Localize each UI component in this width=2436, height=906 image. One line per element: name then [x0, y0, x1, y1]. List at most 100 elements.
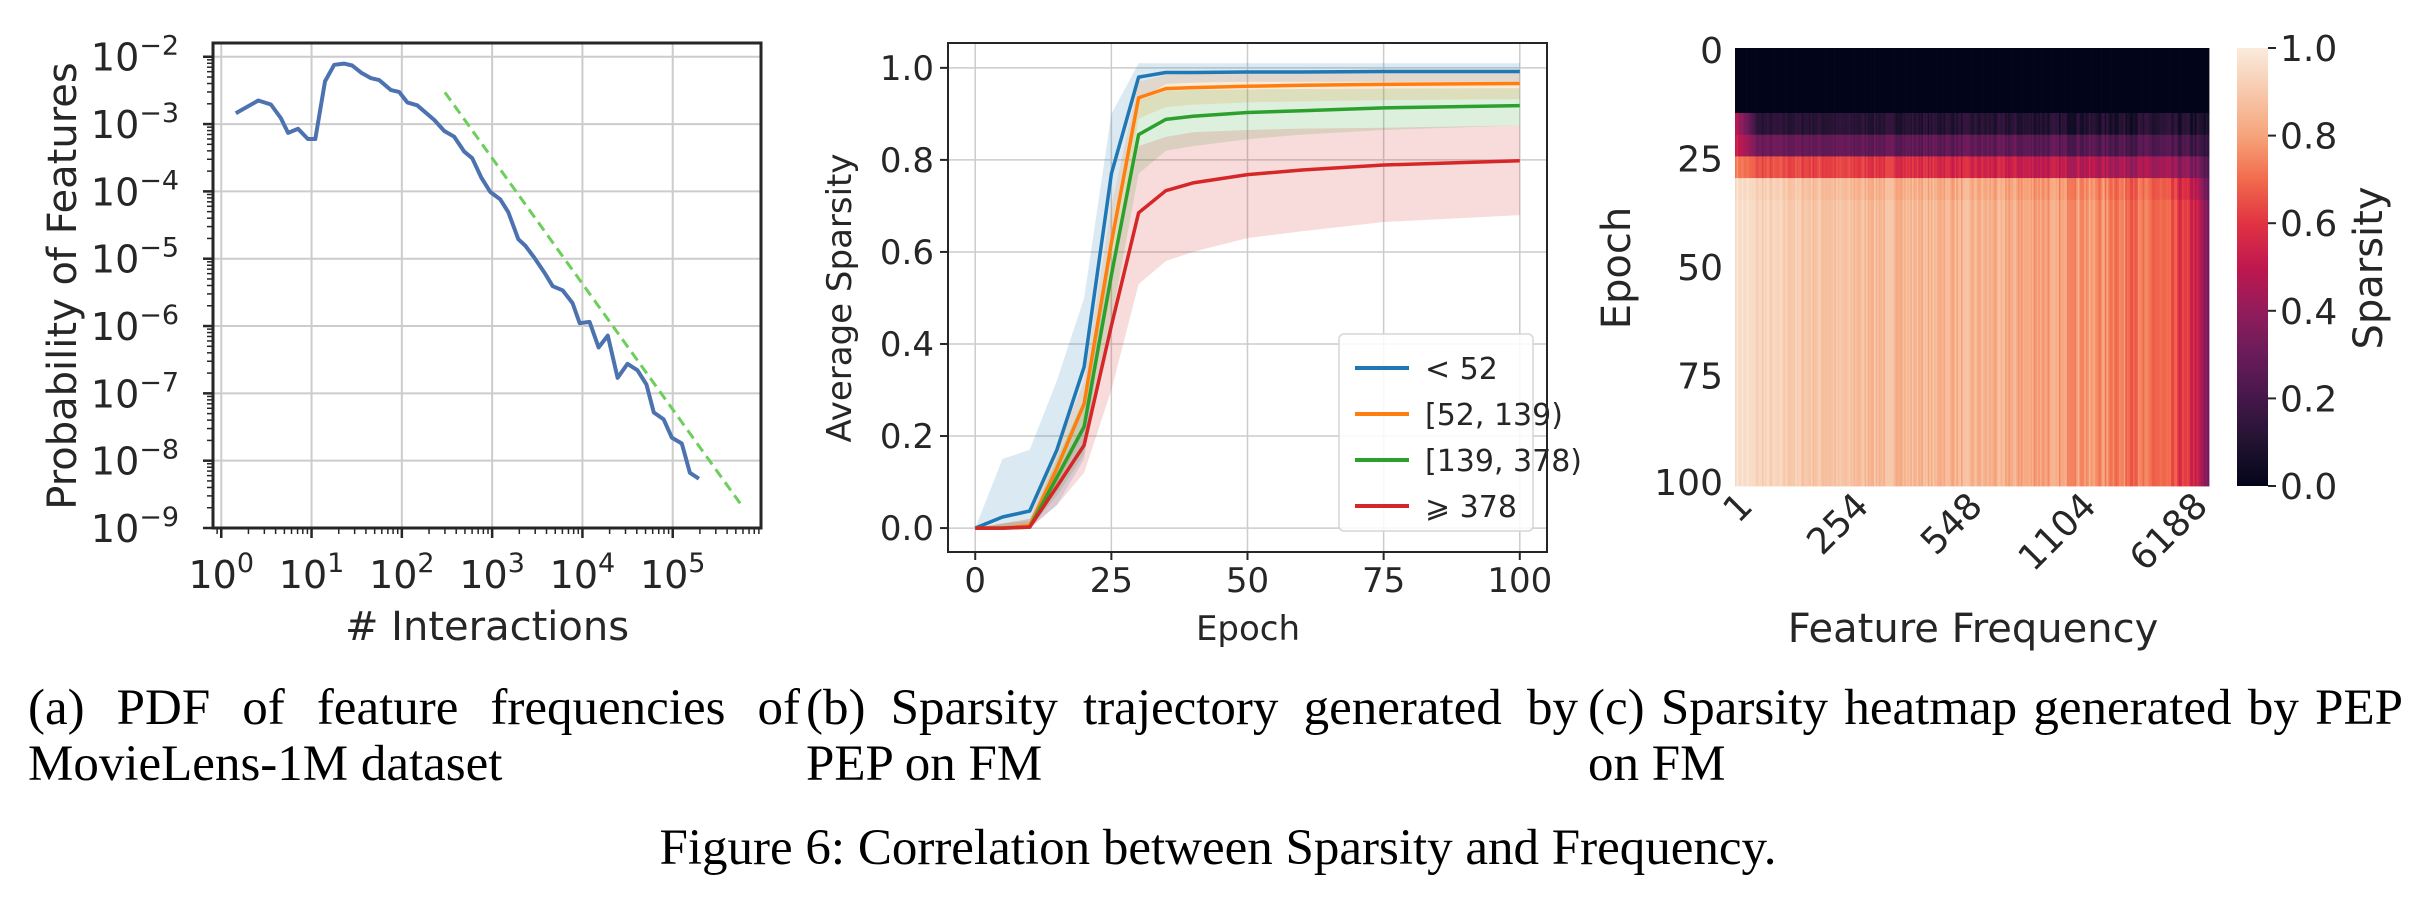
heatmap-cell [2019, 113, 2022, 136]
heatmap-cell [1804, 156, 1807, 179]
heatmap-cell [1918, 178, 1921, 201]
heatmap-cell [1989, 113, 1992, 136]
heatmap-cell [2065, 113, 2068, 136]
heatmap-cell [1810, 113, 1813, 136]
heatmap-cell [2066, 156, 2069, 179]
heatmap-cell [1945, 113, 1948, 136]
heatmap-cell [2005, 48, 2008, 114]
heatmap-cell [1738, 113, 1741, 136]
heatmap-cell [1938, 178, 1941, 201]
heatmap-cell [1899, 178, 1902, 201]
heatmap-cell [1960, 48, 1963, 114]
heatmap-cell [1753, 199, 1756, 487]
y-tick-label: 50 [1677, 248, 1723, 289]
heatmap-cell [2169, 134, 2172, 157]
heatmap-cell [1768, 178, 1771, 201]
heatmap-cell [1766, 156, 1769, 179]
heatmap-cell [1851, 134, 1854, 157]
heatmap-cell [2009, 199, 2012, 487]
heatmap-cell [1796, 48, 1799, 114]
heatmap-cell [2120, 48, 2123, 114]
heatmap-cell [2183, 178, 2186, 201]
heatmap-cell [2030, 48, 2033, 114]
heatmap-cell [1870, 156, 1873, 179]
heatmap-cell [1877, 134, 1880, 157]
heatmap-cell [1783, 48, 1786, 114]
heatmap-cell [1747, 156, 1750, 179]
heatmap-cell [2120, 199, 2123, 487]
heatmap-cell [2114, 48, 2117, 114]
heatmap-cell [1758, 113, 1761, 136]
heatmap-cell [2093, 199, 2096, 487]
heatmap-cell [1924, 178, 1927, 201]
heatmap-cell [2063, 156, 2066, 179]
heatmap-cell [1831, 178, 1834, 201]
heatmap-cell [2137, 199, 2140, 487]
heatmap-cell [2186, 48, 2189, 114]
heatmap-cell [1915, 48, 1918, 114]
heatmap-cell [1990, 156, 1993, 179]
heatmap-cell [1938, 199, 1941, 487]
heatmap-cell [2150, 134, 2153, 157]
heatmap-cell [2081, 199, 2083, 487]
heatmap-cell [1867, 156, 1870, 179]
heatmap-cell [1828, 113, 1831, 136]
heatmap-cell [2020, 113, 2023, 136]
heatmap-cell [1798, 199, 1801, 487]
heatmap-cell [2011, 156, 2014, 179]
heatmap-cell [2065, 156, 2068, 179]
heatmap-cell [1877, 48, 1880, 114]
heatmap-cell [2190, 199, 2193, 487]
heatmap-cell [1851, 113, 1854, 136]
heatmap-cell [2033, 199, 2036, 487]
heatmap-cell [1893, 134, 1895, 157]
heatmap-cell [1907, 113, 1910, 136]
heatmap-cell [1976, 113, 1979, 136]
heatmap-cell [1850, 134, 1853, 157]
heatmap-cell [1738, 199, 1741, 487]
heatmap-cell [2123, 156, 2126, 179]
heatmap-cell [1757, 199, 1760, 487]
heatmap-cell [1962, 134, 1965, 157]
heatmap-cell [1771, 134, 1774, 157]
heatmap-cell [1799, 199, 1802, 487]
heatmap-cell [2186, 199, 2189, 487]
heatmap-cell [1997, 199, 2000, 487]
heatmap-cell [1886, 48, 1889, 114]
heatmap-cell [2137, 48, 2140, 114]
heatmap-cell [2166, 113, 2169, 136]
heatmap-cell [1967, 156, 1970, 179]
heatmap-cell [1941, 199, 1944, 487]
heatmap-cell [2128, 178, 2131, 201]
heatmap-cell [1839, 113, 1842, 136]
heatmap-cell [1983, 178, 1986, 201]
heatmap-cell [1874, 178, 1877, 201]
heatmap-cell [2090, 113, 2093, 136]
heatmap-cell [1986, 156, 1989, 179]
heatmap-cell [1989, 178, 1992, 201]
heatmap-cell [2158, 156, 2161, 179]
heatmap-cell [1908, 48, 1911, 114]
heatmap-cell [1937, 48, 1940, 114]
heatmap-cell [1798, 113, 1801, 136]
heatmap-cell [1825, 178, 1828, 201]
heatmap-cell [2041, 48, 2044, 114]
confidence-band [975, 125, 1520, 529]
heatmap-cell [1801, 134, 1804, 157]
heatmap-cell [1962, 113, 1965, 136]
heatmap-cell [1780, 113, 1783, 136]
heatmap-cell [2202, 48, 2205, 114]
heatmap-cell [2096, 48, 2099, 114]
heatmap-cell [1855, 199, 1858, 487]
heatmap-cell [2104, 199, 2107, 487]
heatmap-cell [2060, 199, 2063, 487]
heatmap-cell [1744, 156, 1747, 179]
heatmap-cell [2057, 134, 2060, 157]
heatmap-cell [2207, 113, 2210, 136]
heatmap-cell [1848, 178, 1851, 201]
heatmap-cell [1765, 113, 1767, 136]
heatmap-cell [1979, 48, 1982, 114]
heatmap-cell [1943, 199, 1946, 487]
heatmap-cell [1932, 134, 1935, 157]
heatmap-cell [1968, 156, 1971, 179]
